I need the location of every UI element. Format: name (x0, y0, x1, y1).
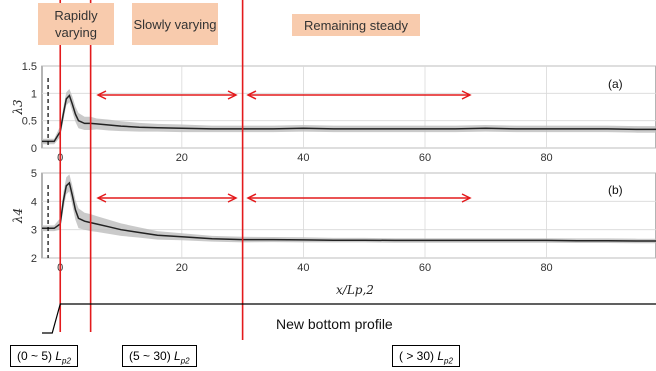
panel-tag: (b) (608, 183, 623, 197)
arrow-head-left (246, 90, 257, 100)
arrow-head-right (227, 90, 238, 100)
profile-caption: New bottom profile (276, 316, 393, 332)
mean-line (42, 94, 656, 143)
y-tick-label: 3 (31, 225, 37, 237)
y-tick-label: 5 (31, 168, 37, 180)
x-axis-label: x/Lp,2 (336, 283, 374, 297)
range-box-steady: ( > 30) Lp2 (392, 345, 460, 367)
plot-frame (41, 65, 656, 149)
y-axis-label: λ4 (11, 208, 25, 224)
bottom-profile-line (42, 303, 656, 334)
overlay (42, 0, 656, 340)
region-label-steady: Remaining steady (292, 14, 420, 36)
x-tick-label: 80 (540, 262, 552, 274)
panel-a: 00.511.5020406080λ3(a) (11, 61, 656, 164)
y-tick-label: 1.5 (22, 61, 37, 73)
y-tick-label: 2 (31, 253, 37, 265)
y-tick-label: 0.5 (22, 116, 37, 128)
arrow-head-left (96, 193, 107, 203)
region-label-rapid: Rapidly varying (38, 3, 114, 45)
x-tick-label: 40 (297, 152, 309, 164)
y-axis-label: λ3 (11, 99, 25, 116)
x-tick-label: 60 (419, 262, 431, 274)
arrow-head-right (461, 90, 472, 100)
x-tick-label: 80 (540, 152, 552, 164)
arrow-head-right (461, 193, 472, 203)
arrow-head-right (227, 193, 238, 203)
plot-frame (41, 172, 656, 259)
arrow-head-left (96, 90, 107, 100)
range-box-slow: (5 ~ 30) Lp2 (122, 345, 197, 367)
mean-line (42, 181, 656, 242)
panel-tag: (a) (608, 77, 623, 91)
region-label-slow: Slowly varying (132, 3, 218, 45)
range-box-rapid: (0 ~ 5) Lp2 (10, 345, 78, 367)
x-tick-label: 40 (297, 262, 309, 274)
variability-band (42, 89, 656, 145)
x-tick-label: 60 (419, 152, 431, 164)
y-tick-label: 4 (31, 196, 37, 208)
x-tick-label: 20 (176, 152, 188, 164)
y-tick-label: 0 (31, 143, 37, 155)
panel-b: 2345020406080λ4(b) (11, 168, 656, 274)
y-tick-label: 1 (31, 88, 37, 100)
arrow-head-left (246, 193, 257, 203)
x-tick-label: 20 (176, 262, 188, 274)
